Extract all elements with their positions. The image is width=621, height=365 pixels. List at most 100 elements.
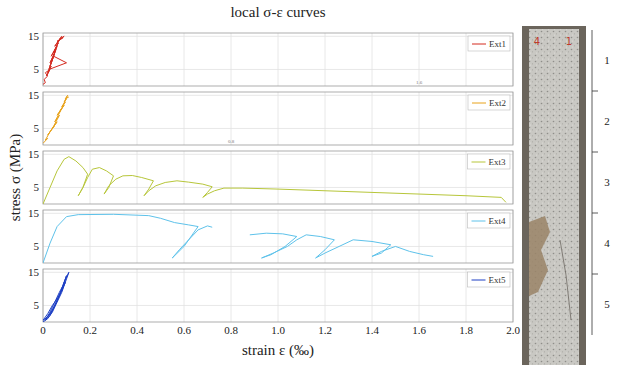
- grid-line: [184, 210, 185, 263]
- panel: 5150.8Ext2: [28, 89, 513, 145]
- legend: Ext1: [468, 36, 510, 51]
- grid-line: [372, 210, 373, 263]
- y-tick-label: 15: [28, 207, 40, 219]
- segment-label: 2: [604, 115, 610, 127]
- grid-line: [278, 151, 279, 204]
- grid-line: [419, 33, 420, 86]
- grid-line: [137, 33, 138, 86]
- grid-line: [137, 210, 138, 263]
- y-tick-label: 15: [28, 30, 40, 42]
- x-tick-label: 0.6: [177, 324, 191, 336]
- grid-line: [278, 33, 279, 86]
- legend-box: [468, 95, 510, 110]
- legend-label: Ext5: [489, 275, 506, 285]
- legend-swatch: [472, 221, 486, 222]
- grid-line: [419, 210, 420, 263]
- photo-background: [522, 26, 586, 365]
- grid-line: [231, 269, 232, 322]
- x-tick-label: 1.0: [271, 324, 285, 336]
- crack: [560, 240, 571, 320]
- grid-line: [90, 33, 91, 86]
- grid-line: [231, 210, 232, 263]
- grid-line: [184, 151, 185, 204]
- y-tick-label: 5: [34, 181, 40, 193]
- grid-line: [466, 269, 467, 322]
- scale-tick: [592, 274, 598, 275]
- y-tick-label: 5: [34, 240, 40, 252]
- grid-line: [90, 151, 91, 204]
- grid-line: [43, 128, 513, 129]
- grid-line: [231, 92, 232, 145]
- legend-box: [468, 213, 510, 228]
- x-tick-label: 0.2: [83, 324, 97, 336]
- legend-box: [468, 154, 510, 169]
- plot-area: [43, 33, 513, 86]
- grid-line: [90, 269, 91, 322]
- y-tick-label: 5: [34, 299, 40, 311]
- title: local σ-ε curves: [230, 4, 325, 20]
- grid-line: [419, 151, 420, 204]
- plot-area: [43, 151, 513, 204]
- legend-box: [468, 36, 510, 51]
- grid-line: [372, 151, 373, 204]
- grid-line: [325, 210, 326, 263]
- data-group: [43, 214, 433, 263]
- plot-area: [43, 92, 513, 145]
- specimen: [529, 29, 579, 365]
- legend-label: Ext3: [489, 157, 506, 167]
- scale-tick: [592, 152, 598, 153]
- x-tick-label: 2.0: [506, 324, 520, 336]
- plot-frame: [43, 269, 513, 322]
- grid-line: [43, 95, 513, 96]
- y-tick-label: 15: [28, 148, 40, 160]
- x-tick-label: 1.4: [365, 324, 379, 336]
- legend: Ext3: [468, 154, 510, 169]
- grid-line: [90, 210, 91, 263]
- specimen-mark: 4: [534, 36, 540, 47]
- scale-line: [592, 30, 593, 335]
- grid-line: [137, 92, 138, 145]
- grid-line: [43, 187, 513, 188]
- legend-swatch: [472, 44, 486, 45]
- annotation: 0.8: [228, 139, 235, 144]
- legend-swatch: [472, 280, 486, 281]
- data-group: [43, 272, 69, 322]
- grid-line: [231, 33, 232, 86]
- grid-line: [43, 246, 513, 247]
- grid-line: [43, 36, 513, 37]
- grid-line: [184, 92, 185, 145]
- series-line: [43, 36, 67, 84]
- y-tick-label: 5: [34, 63, 40, 75]
- data-group: [43, 95, 69, 143]
- specimen-mark: 1: [566, 36, 572, 47]
- grid-line: [372, 269, 373, 322]
- grid-line: [278, 269, 279, 322]
- grid-line: [90, 92, 91, 145]
- grid-line: [184, 33, 185, 86]
- x-axis-title: strain ε (‰): [242, 342, 314, 359]
- series-line: [43, 272, 69, 322]
- grid-line: [184, 269, 185, 322]
- segment-label: 3: [604, 176, 610, 188]
- legend-label: Ext4: [489, 216, 506, 226]
- y-axis-title: stress σ (MPa): [7, 134, 24, 221]
- y-tick-label: 15: [28, 89, 40, 101]
- scale-tick: [592, 91, 598, 92]
- x-tick-label: 1.8: [459, 324, 473, 336]
- y-tick-label: 15: [28, 266, 40, 278]
- annotation: 1.6: [416, 80, 423, 85]
- x-tick-label: 0.8: [224, 324, 238, 336]
- grid-line: [43, 154, 513, 155]
- legend-swatch: [472, 162, 486, 163]
- y-tick-label: 5: [34, 122, 40, 134]
- panel: 51500.20.40.60.81.01.21.41.61.82.0Ext5: [28, 266, 520, 336]
- grid-line: [278, 92, 279, 145]
- grid-line: [137, 269, 138, 322]
- plot-frame: [43, 92, 513, 145]
- legend-label: Ext1: [489, 39, 506, 49]
- figure: local σ-ε curves strain ε (‰) stress σ (MP…: [0, 0, 621, 365]
- grid-line: [325, 33, 326, 86]
- damage: [529, 216, 550, 296]
- series-line: [43, 214, 433, 263]
- legend: Ext4: [468, 213, 510, 228]
